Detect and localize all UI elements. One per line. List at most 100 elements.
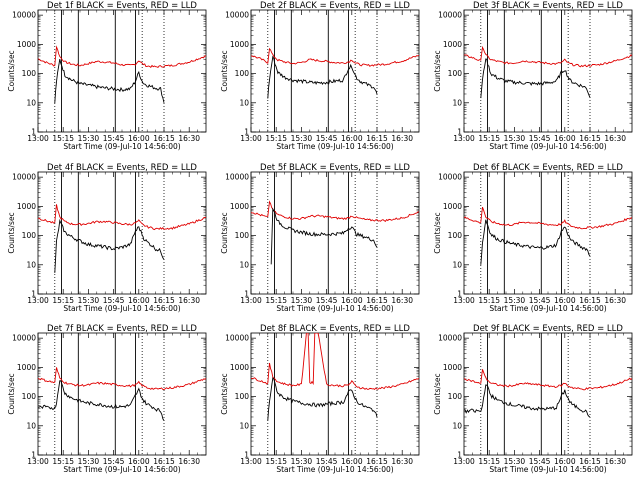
x-tick-label: 13:00 bbox=[240, 296, 262, 305]
events-series-line bbox=[38, 380, 165, 421]
y-tick-label: 10 bbox=[452, 98, 462, 107]
y-tick-label: 10000 bbox=[225, 11, 249, 20]
plot-frame bbox=[37, 171, 207, 295]
x-tick-label: 15:15 bbox=[478, 457, 500, 466]
panel-det-5: Det 5f BLACK = Events, RED = LLD 1 10 100 10… bbox=[220, 163, 420, 313]
panel-title: Det 5f BLACK = Events, RED = LLD bbox=[260, 163, 410, 173]
x-tick-label: 15:15 bbox=[52, 134, 74, 143]
panel-title: Det 7f BLACK = Events, RED = LLD bbox=[47, 324, 197, 334]
y-tick-label: 100 bbox=[235, 69, 250, 78]
x-tick-label: 13:00 bbox=[240, 134, 262, 143]
x-tick-label: 16:15 bbox=[153, 134, 175, 143]
x-tick-label: 15:15 bbox=[265, 134, 287, 143]
y-axis-label: Counts/sec bbox=[220, 50, 229, 91]
y-axis-label: Counts/sec bbox=[433, 50, 442, 91]
y-tick-label: 10000 bbox=[12, 334, 36, 343]
y-tick-label: 10 bbox=[26, 260, 36, 269]
y-tick-label: 1 bbox=[31, 451, 36, 460]
x-axis-label: Start Time (09-Jul-10 14:56:00) bbox=[489, 142, 606, 151]
x-tick-label: 15:30 bbox=[291, 457, 313, 466]
x-tick-label: 16:30 bbox=[604, 457, 626, 466]
y-tick-label: 1 bbox=[244, 128, 249, 137]
x-tick-label: 16:15 bbox=[366, 296, 388, 305]
y-tick-label: 10000 bbox=[438, 11, 462, 20]
y-tick-label: 100 bbox=[448, 392, 463, 401]
lld-series-line bbox=[38, 45, 206, 68]
x-tick-label: 15:30 bbox=[504, 134, 526, 143]
x-tick-label: 16:00 bbox=[554, 134, 576, 143]
y-tick-label: 100 bbox=[22, 231, 37, 240]
plot-frame bbox=[250, 9, 420, 133]
x-axis-label: Start Time (09-Jul-10 14:56:00) bbox=[276, 465, 393, 474]
panel-det-4: Det 4f BLACK = Events, RED = LLD 1 10 100 10… bbox=[7, 163, 207, 313]
x-tick-label: 16:30 bbox=[604, 296, 626, 305]
events-series-line bbox=[54, 218, 165, 273]
x-tick-label: 15:30 bbox=[78, 134, 100, 143]
y-axis-label: Counts/sec bbox=[7, 212, 16, 253]
panel-title: Det 2f BLACK = Events, RED = LLD bbox=[260, 1, 410, 11]
x-tick-label: 16:00 bbox=[554, 296, 576, 305]
lld-series-line bbox=[464, 45, 632, 68]
x-tick-label: 16:15 bbox=[579, 457, 601, 466]
x-tick-label: 13:00 bbox=[453, 296, 475, 305]
y-axis-label: Counts/sec bbox=[220, 212, 229, 253]
x-tick-label: 15:30 bbox=[291, 134, 313, 143]
x-tick-label: 13:00 bbox=[240, 457, 262, 466]
x-tick-label: 16:30 bbox=[178, 457, 200, 466]
x-tick-label: 16:15 bbox=[579, 296, 601, 305]
y-tick-label: 1 bbox=[244, 290, 249, 299]
y-tick-label: 1 bbox=[31, 128, 36, 137]
y-tick-label: 10000 bbox=[438, 173, 462, 182]
events-series-line bbox=[464, 384, 591, 418]
y-tick-label: 1000 bbox=[230, 363, 249, 372]
y-tick-label: 1000 bbox=[17, 202, 36, 211]
x-tick-label: 16:00 bbox=[341, 296, 363, 305]
panel-det-2: Det 2f BLACK = Events, RED = LLD 1 10 100 10… bbox=[220, 1, 420, 151]
panel-title: Det 9f BLACK = Events, RED = LLD bbox=[473, 324, 623, 334]
x-tick-label: 16:00 bbox=[128, 134, 150, 143]
y-tick-label: 10000 bbox=[438, 334, 462, 343]
x-tick-label: 16:30 bbox=[391, 457, 413, 466]
x-tick-label: 15:30 bbox=[78, 296, 100, 305]
x-tick-label: 15:15 bbox=[52, 296, 74, 305]
lld-series-line bbox=[464, 369, 632, 391]
x-tick-label: 15:30 bbox=[291, 296, 313, 305]
y-tick-label: 100 bbox=[448, 231, 463, 240]
x-tick-label: 16:15 bbox=[153, 296, 175, 305]
events-series-line bbox=[480, 58, 591, 99]
y-tick-label: 10 bbox=[452, 421, 462, 430]
events-series-line bbox=[480, 219, 591, 265]
y-tick-label: 1000 bbox=[230, 40, 249, 49]
x-tick-label: 16:30 bbox=[178, 296, 200, 305]
x-tick-label: 15:15 bbox=[265, 296, 287, 305]
x-axis-label: Start Time (09-Jul-10 14:56:00) bbox=[276, 142, 393, 151]
plot-frame bbox=[463, 171, 633, 295]
y-tick-label: 1000 bbox=[230, 202, 249, 211]
plot-frame bbox=[37, 332, 207, 456]
x-axis-label: Start Time (09-Jul-10 14:56:00) bbox=[489, 304, 606, 313]
x-tick-label: 15:45 bbox=[529, 457, 551, 466]
y-tick-label: 10 bbox=[239, 98, 249, 107]
panel-title: Det 4f BLACK = Events, RED = LLD bbox=[47, 163, 197, 173]
y-tick-label: 10 bbox=[452, 260, 462, 269]
x-axis-label: Start Time (09-Jul-10 14:56:00) bbox=[63, 304, 180, 313]
y-tick-label: 1000 bbox=[443, 363, 462, 372]
panel-det-9: Det 9f BLACK = Events, RED = LLD 1 10 100 10… bbox=[433, 324, 633, 474]
x-tick-label: 16:15 bbox=[366, 134, 388, 143]
x-tick-label: 15:15 bbox=[265, 457, 287, 466]
y-tick-label: 10000 bbox=[225, 334, 249, 343]
x-axis-label: Start Time (09-Jul-10 14:56:00) bbox=[63, 465, 180, 474]
events-series-line bbox=[267, 55, 378, 99]
y-tick-label: 10 bbox=[239, 421, 249, 430]
x-tick-label: 16:00 bbox=[554, 457, 576, 466]
panel-title: Det 6f BLACK = Events, RED = LLD bbox=[473, 163, 623, 173]
plot-frame bbox=[37, 9, 207, 133]
x-tick-label: 15:45 bbox=[316, 457, 338, 466]
x-axis-label: Start Time (09-Jul-10 14:56:00) bbox=[489, 465, 606, 474]
lld-series-line bbox=[251, 333, 419, 390]
x-tick-label: 16:15 bbox=[366, 457, 388, 466]
panel-det-3: Det 3f BLACK = Events, RED = LLD 1 10 100 10… bbox=[433, 1, 633, 151]
y-tick-label: 100 bbox=[235, 392, 250, 401]
panel-title: Det 8f BLACK = Events, RED = LLD bbox=[260, 324, 410, 334]
x-tick-label: 15:15 bbox=[478, 296, 500, 305]
